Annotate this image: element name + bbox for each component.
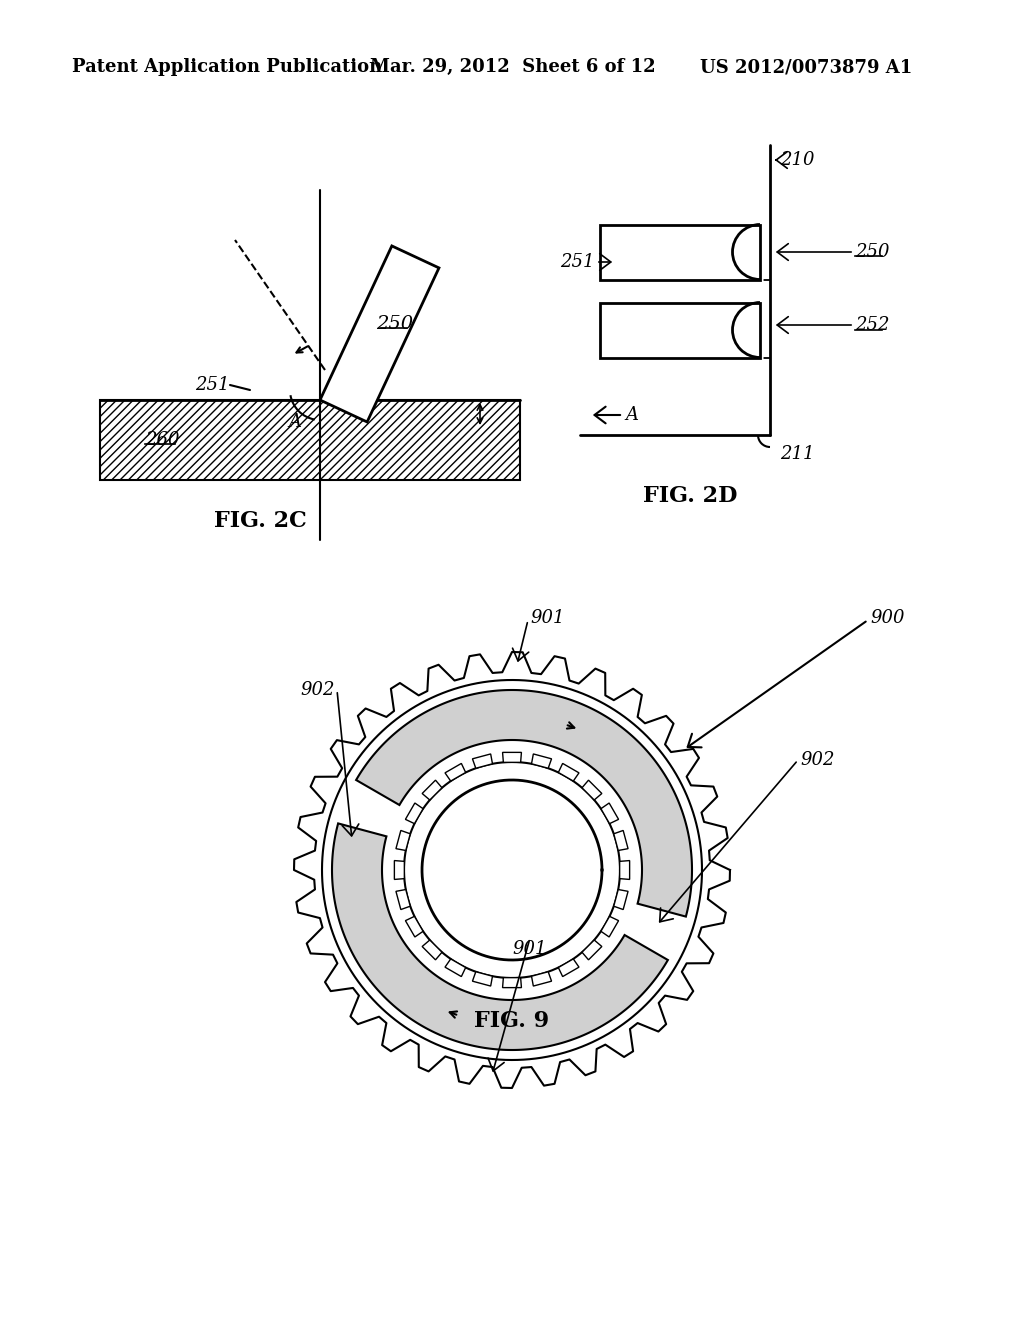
Polygon shape [601, 916, 618, 937]
Polygon shape [558, 958, 579, 977]
Polygon shape [582, 940, 602, 960]
Polygon shape [613, 830, 628, 850]
Text: 250: 250 [855, 243, 890, 261]
Text: FIG. 9: FIG. 9 [474, 1010, 550, 1032]
Text: 211: 211 [780, 445, 814, 463]
Polygon shape [396, 890, 411, 909]
Text: 252: 252 [855, 315, 890, 334]
Text: 900: 900 [870, 609, 904, 627]
Polygon shape [601, 803, 618, 824]
FancyBboxPatch shape [600, 304, 760, 358]
Polygon shape [356, 690, 692, 916]
Text: 901: 901 [513, 940, 547, 958]
Polygon shape [445, 958, 466, 977]
Text: A: A [625, 407, 638, 424]
Polygon shape [319, 246, 439, 422]
Polygon shape [582, 780, 602, 800]
Polygon shape [422, 780, 442, 800]
Text: Mar. 29, 2012  Sheet 6 of 12: Mar. 29, 2012 Sheet 6 of 12 [370, 58, 655, 77]
Text: 210: 210 [780, 150, 814, 169]
Polygon shape [445, 763, 466, 781]
Text: US 2012/0073879 A1: US 2012/0073879 A1 [700, 58, 912, 77]
Polygon shape [406, 916, 423, 937]
Text: 902: 902 [800, 751, 835, 770]
Polygon shape [472, 972, 493, 986]
Text: 251: 251 [195, 376, 229, 393]
Polygon shape [558, 763, 579, 781]
Text: 901: 901 [530, 609, 564, 627]
Polygon shape [332, 824, 668, 1049]
Text: FIG. 2D: FIG. 2D [643, 484, 737, 507]
Polygon shape [422, 940, 442, 960]
Text: 251: 251 [560, 253, 595, 271]
Polygon shape [503, 978, 521, 987]
Polygon shape [394, 861, 404, 879]
Polygon shape [531, 754, 552, 768]
Polygon shape [613, 890, 628, 909]
Text: 902: 902 [300, 681, 335, 700]
Polygon shape [531, 972, 552, 986]
Text: Patent Application Publication: Patent Application Publication [72, 58, 382, 77]
Text: FIG. 2C: FIG. 2C [214, 510, 306, 532]
Text: 260: 260 [145, 432, 179, 449]
Text: A: A [289, 413, 301, 432]
FancyBboxPatch shape [600, 224, 760, 280]
Polygon shape [620, 861, 630, 879]
Polygon shape [503, 752, 521, 763]
Polygon shape [396, 830, 411, 850]
Polygon shape [472, 754, 493, 768]
Polygon shape [406, 803, 423, 824]
Text: 250: 250 [376, 315, 413, 333]
